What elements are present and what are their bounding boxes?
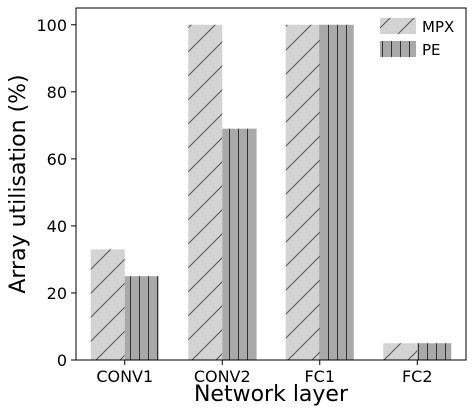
y-tick-label: 100 bbox=[36, 16, 67, 35]
x-axis-title: Network layer bbox=[194, 382, 349, 407]
y-axis-title: Array utilisation (%) bbox=[6, 74, 31, 293]
y-tick-label: 60 bbox=[47, 150, 67, 169]
plot-frame bbox=[75, 7, 467, 361]
legend-label-mpx: MPX bbox=[422, 18, 454, 36]
legend-label-pe: PE bbox=[422, 41, 441, 59]
bar-mpx-fc1 bbox=[285, 24, 320, 361]
legend-item-mpx: MPX bbox=[380, 18, 454, 36]
x-tick-label-fc1: FC1 bbox=[304, 367, 335, 386]
y-tick-label: 20 bbox=[47, 284, 67, 303]
y-tick-label: 0 bbox=[57, 351, 67, 370]
bars-layer bbox=[90, 24, 452, 361]
legend-swatch-pe bbox=[380, 41, 416, 57]
x-axis: CONV1 CONV2 FC1 FC2 bbox=[96, 360, 433, 386]
legend-item-pe: PE bbox=[380, 41, 441, 59]
x-tick-label-conv2: CONV2 bbox=[194, 367, 251, 386]
y-tick-label: 40 bbox=[47, 217, 67, 236]
x-tick-label-conv1: CONV1 bbox=[96, 367, 153, 386]
legend: MPX PE bbox=[380, 18, 454, 59]
bar-pe-fc2 bbox=[417, 343, 452, 360]
x-tick-label-fc2: FC2 bbox=[402, 367, 433, 386]
legend-swatch-mpx bbox=[380, 18, 416, 34]
bar-mpx-conv1 bbox=[90, 249, 125, 360]
bar-mpx-conv2 bbox=[188, 24, 223, 361]
y-axis: 0 20 40 60 80 100 bbox=[36, 16, 76, 370]
bar-pe-conv1 bbox=[124, 276, 159, 360]
y-tick-label: 80 bbox=[47, 83, 67, 102]
bar-pe-fc1 bbox=[319, 24, 354, 361]
bar-mpx-fc2 bbox=[383, 343, 418, 360]
bar-pe-conv2 bbox=[222, 128, 257, 360]
